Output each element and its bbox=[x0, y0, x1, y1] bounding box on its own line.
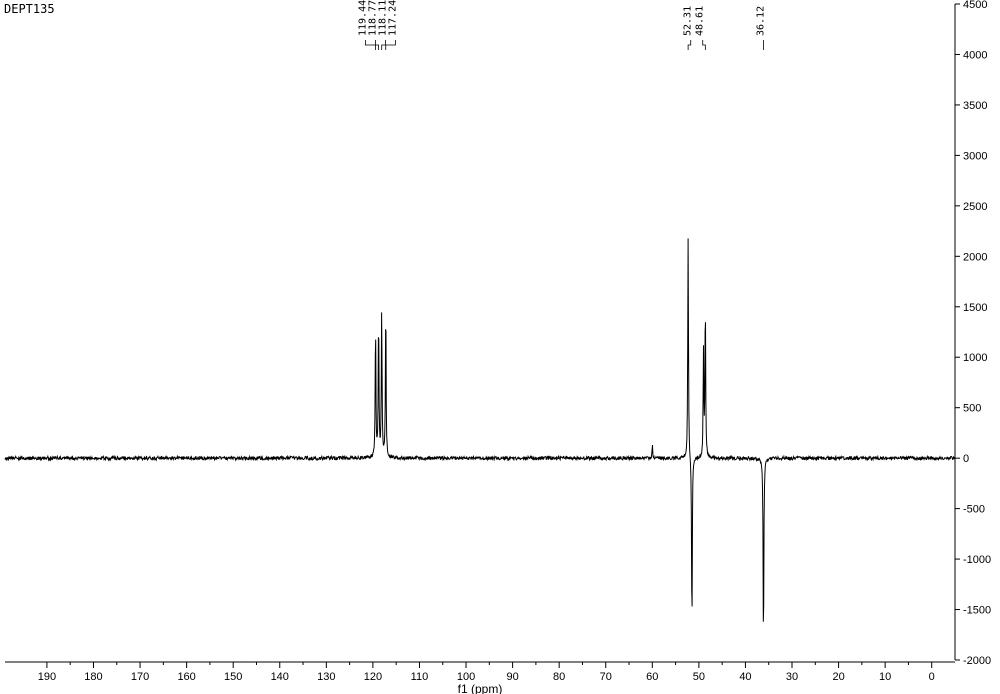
peak-label: 117.24 bbox=[387, 0, 398, 36]
peak-label-connector bbox=[386, 40, 396, 50]
x-tick-label: 70 bbox=[600, 671, 612, 683]
y-tick-label: 3500 bbox=[963, 100, 987, 112]
x-tick-label: 80 bbox=[553, 671, 565, 683]
y-tick-label: 500 bbox=[963, 403, 981, 415]
y-tick-label: -2000 bbox=[963, 655, 991, 667]
y-tick-label: 1500 bbox=[963, 302, 987, 314]
x-tick-label: 180 bbox=[84, 671, 102, 683]
y-tick-label: 0 bbox=[963, 453, 969, 465]
y-tick-label: 1000 bbox=[963, 352, 987, 364]
peak-label: 36.12 bbox=[756, 6, 767, 36]
y-tick-label: 3000 bbox=[963, 150, 987, 162]
x-tick-label: 150 bbox=[224, 671, 242, 683]
y-tick-label: 4000 bbox=[963, 49, 987, 61]
x-tick-label: 170 bbox=[131, 671, 149, 683]
peak-label-connector bbox=[688, 40, 691, 50]
peak-label: 48.61 bbox=[695, 6, 706, 36]
x-tick-label: 50 bbox=[693, 671, 705, 683]
peak-label-connector bbox=[382, 40, 386, 50]
x-tick-label: 20 bbox=[832, 671, 844, 683]
x-tick-label: 140 bbox=[271, 671, 289, 683]
spectrum-plot: 1901801701601501401301201101009080706050… bbox=[0, 0, 1000, 694]
peak-label-connector bbox=[365, 40, 375, 50]
x-tick-label: 90 bbox=[506, 671, 518, 683]
x-tick-label: 120 bbox=[364, 671, 382, 683]
y-tick-label: -500 bbox=[963, 504, 985, 516]
y-tick-label: 4500 bbox=[963, 0, 987, 11]
y-tick-label: -1000 bbox=[963, 554, 991, 566]
x-tick-label: 60 bbox=[646, 671, 658, 683]
peak-label: 52.31 bbox=[683, 6, 694, 36]
spectrum-container: DEPT135 19018017016015014013012011010090… bbox=[0, 0, 1000, 694]
x-tick-label: 130 bbox=[317, 671, 335, 683]
x-tick-label: 160 bbox=[177, 671, 195, 683]
spectrum-trace bbox=[5, 238, 955, 621]
x-tick-label: 30 bbox=[786, 671, 798, 683]
y-tick-label: 2000 bbox=[963, 251, 987, 263]
x-tick-label: 40 bbox=[739, 671, 751, 683]
x-axis-label: f1 (ppm) bbox=[458, 682, 503, 694]
y-tick-label: -1500 bbox=[963, 605, 991, 617]
x-tick-label: 110 bbox=[411, 671, 429, 683]
x-tick-label: 190 bbox=[38, 671, 56, 683]
x-tick-label: 0 bbox=[929, 671, 935, 683]
x-tick-label: 10 bbox=[879, 671, 891, 683]
y-tick-label: 2500 bbox=[963, 201, 987, 213]
peak-label-connector bbox=[703, 40, 706, 50]
